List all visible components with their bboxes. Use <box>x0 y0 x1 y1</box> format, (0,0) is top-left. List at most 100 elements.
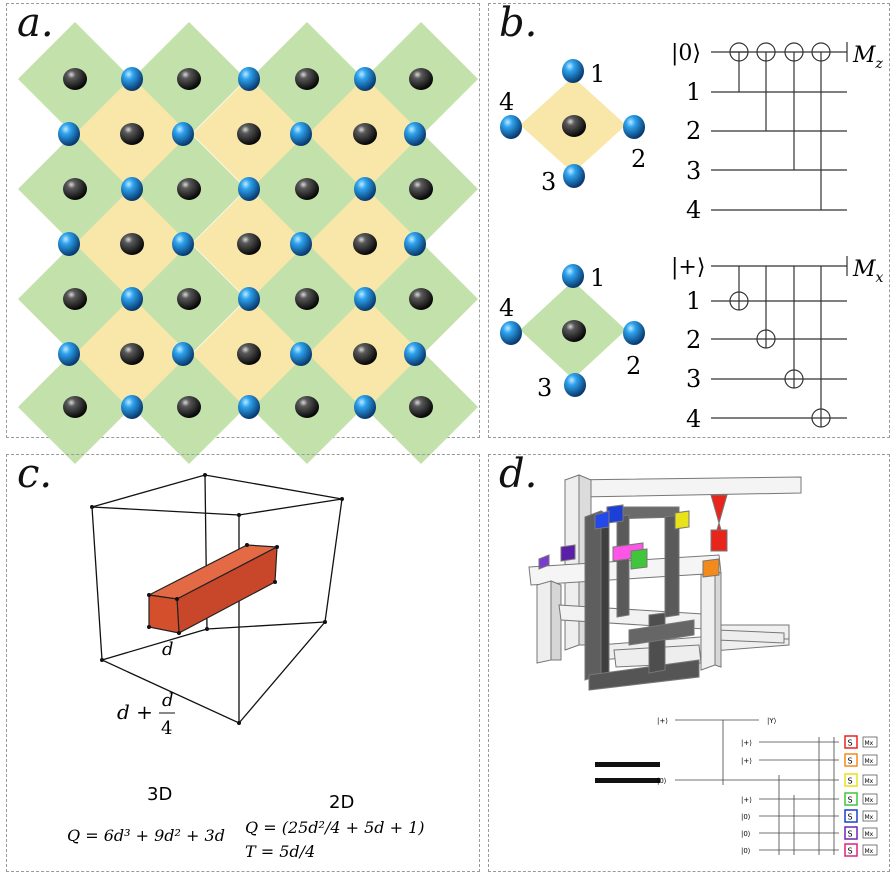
col-3d-heading: 3D <box>147 784 172 805</box>
z-circuit-q2: 2 <box>686 117 701 145</box>
z-measure-label: Mz <box>852 43 884 72</box>
data-qubit <box>404 122 426 146</box>
measure-box <box>862 793 878 805</box>
panel-d: d. <box>488 451 890 872</box>
panel-c-label: c. <box>17 451 53 497</box>
circuit-input-1: |+⟩ <box>741 757 752 765</box>
panel-d-label: d. <box>499 451 538 497</box>
z-circuit-q4: 4 <box>686 196 701 224</box>
data-qubit <box>404 342 426 366</box>
data-qubit <box>354 177 376 201</box>
equals-sign <box>595 762 660 783</box>
ancilla-qubit <box>237 343 261 365</box>
ancilla-qubit <box>409 178 433 200</box>
x-qubit-3: 3 <box>537 374 552 402</box>
data-qubit <box>290 232 312 256</box>
circuit-input-3: |+⟩ <box>741 796 752 804</box>
ancilla-qubit <box>353 343 377 365</box>
data-qubit <box>238 67 260 91</box>
formula-2d-t: T = 5d/4 <box>245 842 315 861</box>
ancilla-qubit <box>63 288 87 310</box>
data-qubit <box>121 67 143 91</box>
x-circuit-q3: 3 <box>686 365 701 393</box>
ancilla-qubit <box>237 233 261 255</box>
data-qubit <box>121 177 143 201</box>
data-qubit <box>58 342 80 366</box>
x-plaquette: 1 2 3 4 <box>499 264 645 402</box>
circuit-top-input: |+⟩ <box>657 717 668 725</box>
measure-box <box>862 810 878 822</box>
data-qubit <box>290 342 312 366</box>
z-qubit-4: 4 <box>499 88 514 116</box>
box-length-label: d <box>162 639 174 660</box>
braid-structure <box>528 474 802 691</box>
data-qubit <box>238 287 260 311</box>
red-box <box>147 544 280 634</box>
s-gate-box <box>844 735 858 749</box>
ancilla-qubit <box>120 343 144 365</box>
data-qubit <box>354 395 376 419</box>
z-plaquette: 1 2 3 4 <box>499 59 646 196</box>
data-qubit <box>404 232 426 256</box>
col-2d-heading: 2D <box>329 792 354 813</box>
panel-c: c. d d + d 4 3D <box>6 451 480 872</box>
z-ancilla-label: |0⟩ <box>671 41 701 66</box>
ancilla-qubit <box>120 123 144 145</box>
braid-circuit <box>675 719 839 855</box>
ancilla-qubit <box>295 68 319 90</box>
data-qubit <box>354 287 376 311</box>
s-gate-box <box>844 826 858 840</box>
s-gate-box <box>844 773 858 787</box>
measure-label: Mx <box>865 797 874 804</box>
formula-3d: Q = 6d³ + 9d² + 3d <box>67 826 225 845</box>
svg-text:4: 4 <box>161 718 172 739</box>
ancilla-qubit <box>63 178 87 200</box>
measure-label: Mx <box>865 831 874 838</box>
z-qubit-2: 2 <box>631 145 646 173</box>
ancilla-qubit <box>177 288 201 310</box>
ancilla-qubit <box>63 68 87 90</box>
measure-label: Mx <box>865 848 874 855</box>
data-qubit <box>238 395 260 419</box>
measure-label: Mx <box>865 758 874 765</box>
s-gate-label: S <box>848 796 853 805</box>
measure-box <box>862 844 878 856</box>
s-gate-label: S <box>848 739 853 748</box>
s-gate-label: S <box>848 830 853 839</box>
cube-size-label: d + d 4 <box>117 690 175 739</box>
z-circuit-q3: 3 <box>686 157 701 185</box>
ancilla-qubit <box>409 396 433 418</box>
circuit-input-5: |0⟩ <box>741 830 751 838</box>
s-gate-box <box>844 792 858 806</box>
x-stabilizer-circuit <box>711 256 848 428</box>
data-qubit <box>172 342 194 366</box>
z-stabilizer-circuit <box>711 42 848 211</box>
stabilizer-circuits: 1 2 3 4 1 2 3 4 <box>499 41 884 433</box>
circuit-input-4: |0⟩ <box>741 813 751 821</box>
data-qubit <box>58 122 80 146</box>
ancilla-qubit <box>63 396 87 418</box>
ancilla-qubit <box>295 396 319 418</box>
ancilla-qubit <box>409 68 433 90</box>
measure-box <box>862 736 878 748</box>
formula-2d-q: Q = (25d²/4 + 5d + 1) <box>245 818 425 837</box>
data-qubit <box>172 232 194 256</box>
s-gate-box <box>844 809 858 823</box>
surface-code-lattice <box>18 22 478 464</box>
x-circuit-q4: 4 <box>686 405 701 433</box>
ancilla-qubit <box>353 233 377 255</box>
data-qubit <box>121 287 143 311</box>
data-qubit <box>354 67 376 91</box>
panel-b: b. 1 2 3 4 <box>488 0 890 438</box>
x-qubit-4: 4 <box>499 294 514 322</box>
defect-braid-diagram: |+⟩ |Y⟩ |+⟩ S Mx |+⟩ S Mx |0⟩ S Mx |+⟩ S Mx |0⟩ S Mx |0⟩ S… <box>528 474 878 857</box>
svg-text:d +: d + <box>117 700 153 724</box>
s-gate-label: S <box>848 757 853 766</box>
x-qubit-1: 1 <box>590 264 605 292</box>
cube-vertices <box>90 473 344 725</box>
x-circuit-q2: 2 <box>686 326 701 354</box>
s-gate-label: S <box>848 813 853 822</box>
ancilla-qubit <box>353 123 377 145</box>
svg-text:d: d <box>162 690 174 711</box>
data-qubit <box>290 122 312 146</box>
